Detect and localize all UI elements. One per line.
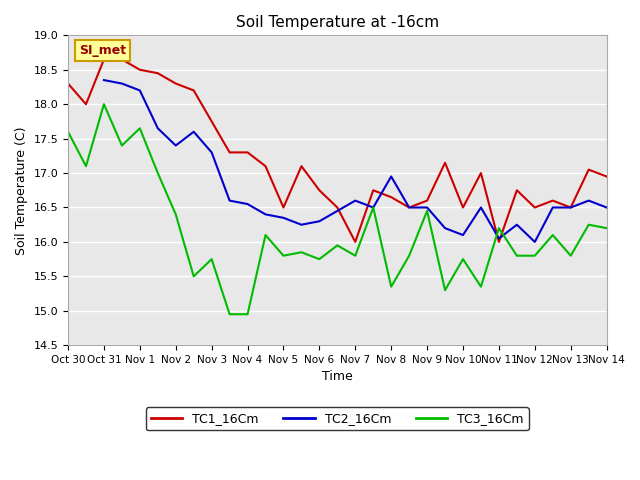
TC1_16Cm [118,57,125,62]
TC3_16Cm [387,284,395,289]
TC2_16Cm [531,239,539,245]
TC1_16Cm [280,204,287,210]
TC3_16Cm [64,129,72,134]
TC2_16Cm [495,236,503,241]
TC3_16Cm [459,256,467,262]
TC2_16Cm [513,222,521,228]
TC2_16Cm [262,212,269,217]
TC3_16Cm [316,256,323,262]
TC1_16Cm [477,170,484,176]
TC1_16Cm [441,160,449,166]
TC2_16Cm [423,204,431,210]
TC2_16Cm [567,204,575,210]
TC1_16Cm [333,204,341,210]
TC3_16Cm [549,232,557,238]
TC1_16Cm [190,87,198,93]
TC3_16Cm [280,253,287,259]
TC2_16Cm [333,208,341,214]
TC3_16Cm [531,253,539,259]
TC1_16Cm [82,101,90,107]
TC3_16Cm [154,170,162,176]
TC2_16Cm [441,225,449,231]
TC3_16Cm [441,287,449,293]
TC3_16Cm [585,222,593,228]
TC2_16Cm [190,129,198,134]
TC1_16Cm [603,174,611,180]
TC2_16Cm [100,77,108,83]
TC1_16Cm [316,187,323,193]
TC2_16Cm [477,204,484,210]
TC1_16Cm [172,81,180,86]
TC1_16Cm [387,194,395,200]
TC2_16Cm [280,215,287,221]
TC1_16Cm [244,150,252,156]
TC2_16Cm [172,143,180,148]
TC1_16Cm [298,163,305,169]
TC2_16Cm [549,204,557,210]
TC1_16Cm [100,57,108,62]
TC1_16Cm [136,67,144,72]
TC3_16Cm [298,250,305,255]
TC3_16Cm [603,225,611,231]
TC3_16Cm [190,274,198,279]
TC1_16Cm [351,239,359,245]
TC2_16Cm [387,174,395,180]
TC2_16Cm [298,222,305,228]
TC3_16Cm [208,256,216,262]
TC1_16Cm [154,71,162,76]
TC1_16Cm [459,204,467,210]
Line: TC2_16Cm: TC2_16Cm [104,80,607,242]
TC2_16Cm [208,150,216,156]
Text: SI_met: SI_met [79,44,126,57]
TC1_16Cm [64,81,72,86]
TC1_16Cm [369,187,377,193]
Y-axis label: Soil Temperature (C): Soil Temperature (C) [15,126,28,254]
TC3_16Cm [118,143,125,148]
TC2_16Cm [316,218,323,224]
TC1_16Cm [405,204,413,210]
TC3_16Cm [477,284,484,289]
TC2_16Cm [154,125,162,131]
TC1_16Cm [423,198,431,204]
TC2_16Cm [405,204,413,210]
Line: TC3_16Cm: TC3_16Cm [68,104,607,314]
TC3_16Cm [423,208,431,214]
TC2_16Cm [351,198,359,204]
TC3_16Cm [333,242,341,248]
Title: Soil Temperature at -16cm: Soil Temperature at -16cm [236,15,439,30]
TC3_16Cm [513,253,521,259]
TC3_16Cm [136,125,144,131]
TC1_16Cm [531,204,539,210]
TC3_16Cm [172,212,180,217]
TC3_16Cm [351,253,359,259]
TC2_16Cm [369,204,377,210]
TC1_16Cm [585,167,593,172]
Line: TC1_16Cm: TC1_16Cm [68,60,607,242]
TC3_16Cm [244,312,252,317]
TC3_16Cm [100,101,108,107]
TC3_16Cm [226,312,234,317]
TC1_16Cm [549,198,557,204]
TC2_16Cm [459,232,467,238]
TC1_16Cm [513,187,521,193]
Legend: TC1_16Cm, TC2_16Cm, TC3_16Cm: TC1_16Cm, TC2_16Cm, TC3_16Cm [146,407,529,430]
TC1_16Cm [262,163,269,169]
TC3_16Cm [495,225,503,231]
TC2_16Cm [118,81,125,86]
TC2_16Cm [244,201,252,207]
TC1_16Cm [567,204,575,210]
TC2_16Cm [226,198,234,204]
TC2_16Cm [585,198,593,204]
TC3_16Cm [369,204,377,210]
TC1_16Cm [495,239,503,245]
X-axis label: Time: Time [322,371,353,384]
TC1_16Cm [208,119,216,124]
TC3_16Cm [567,253,575,259]
TC3_16Cm [405,253,413,259]
TC3_16Cm [262,232,269,238]
TC1_16Cm [226,150,234,156]
TC2_16Cm [136,87,144,93]
TC2_16Cm [603,204,611,210]
TC3_16Cm [82,163,90,169]
